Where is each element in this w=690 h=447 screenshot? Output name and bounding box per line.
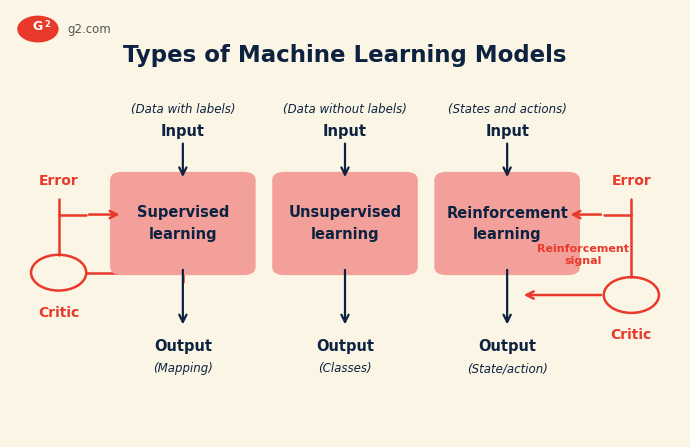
FancyBboxPatch shape bbox=[435, 172, 580, 275]
Text: Reinforcement
learning: Reinforcement learning bbox=[446, 206, 568, 241]
Text: Reinforcement
signal: Reinforcement signal bbox=[537, 244, 629, 266]
Text: (Data without labels): (Data without labels) bbox=[283, 103, 407, 116]
Text: Output: Output bbox=[478, 339, 536, 354]
Text: Error: Error bbox=[611, 174, 651, 188]
Circle shape bbox=[17, 16, 59, 42]
Text: (State/action): (State/action) bbox=[466, 362, 548, 375]
Text: Input: Input bbox=[485, 124, 529, 139]
Text: (States and actions): (States and actions) bbox=[448, 103, 566, 116]
Text: g2.com: g2.com bbox=[68, 22, 112, 36]
Text: Unsupervised
learning: Unsupervised learning bbox=[288, 206, 402, 241]
Text: Output: Output bbox=[154, 339, 212, 354]
Text: Error: Error bbox=[39, 174, 79, 188]
Text: Input: Input bbox=[323, 124, 367, 139]
Text: Input: Input bbox=[161, 124, 205, 139]
Text: (Data with labels): (Data with labels) bbox=[130, 103, 235, 116]
Text: (Mapping): (Mapping) bbox=[153, 362, 213, 375]
Text: Critic: Critic bbox=[38, 306, 79, 320]
FancyBboxPatch shape bbox=[110, 172, 256, 275]
Text: (Classes): (Classes) bbox=[318, 362, 372, 375]
FancyBboxPatch shape bbox=[272, 172, 417, 275]
Text: G: G bbox=[33, 20, 43, 34]
Text: Supervised
learning: Supervised learning bbox=[137, 206, 229, 241]
Text: Types of Machine Learning Models: Types of Machine Learning Models bbox=[124, 44, 566, 67]
Text: Output: Output bbox=[316, 339, 374, 354]
Text: 2: 2 bbox=[44, 20, 50, 29]
Text: Critic: Critic bbox=[611, 328, 652, 342]
